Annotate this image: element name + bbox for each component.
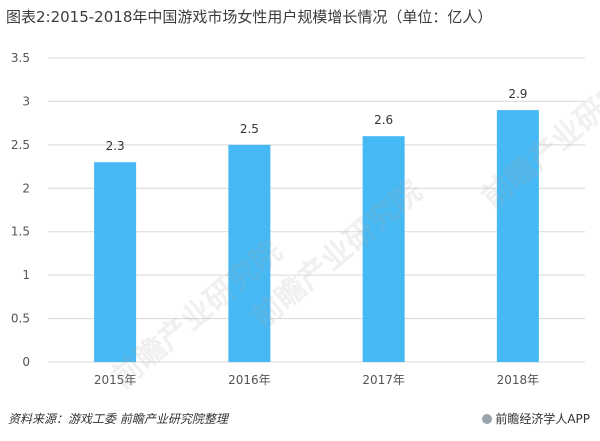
y-tick-label: 0 xyxy=(22,355,30,369)
x-tick-label: 2016年 xyxy=(228,373,271,387)
bar-value-label: 2.3 xyxy=(106,139,125,153)
bar xyxy=(228,144,271,362)
y-tick-label: 1.5 xyxy=(11,225,30,239)
bar-value-label: 2.9 xyxy=(508,87,527,101)
bar xyxy=(94,162,137,362)
x-tick-label: 2015年 xyxy=(94,373,137,387)
bar-value-label: 2.5 xyxy=(240,122,259,136)
brand-footer: 前瞻经济学人APP xyxy=(482,410,590,427)
brand-logo-icon xyxy=(482,413,493,424)
brand-name: 前瞻经济学人APP xyxy=(495,412,590,426)
y-tick-label: 3.5 xyxy=(11,51,30,65)
bar xyxy=(496,110,539,362)
bar-value-label: 2.6 xyxy=(374,113,393,127)
bar xyxy=(362,136,405,362)
y-tick-label: 3 xyxy=(22,94,30,108)
y-tick-label: 2.5 xyxy=(11,138,30,152)
x-tick-label: 2018年 xyxy=(497,373,540,387)
source-note: 资料来源：游戏工委 前瞻产业研究院整理 xyxy=(8,412,228,426)
y-tick-label: 0.5 xyxy=(11,312,30,326)
y-tick-label: 2 xyxy=(22,181,30,195)
chart-title: 图表2:2015-2018年中国游戏市场女性用户规模增长情况（单位：亿人） xyxy=(6,8,493,26)
x-tick-label: 2017年 xyxy=(362,373,405,387)
y-tick-label: 1 xyxy=(22,268,30,282)
